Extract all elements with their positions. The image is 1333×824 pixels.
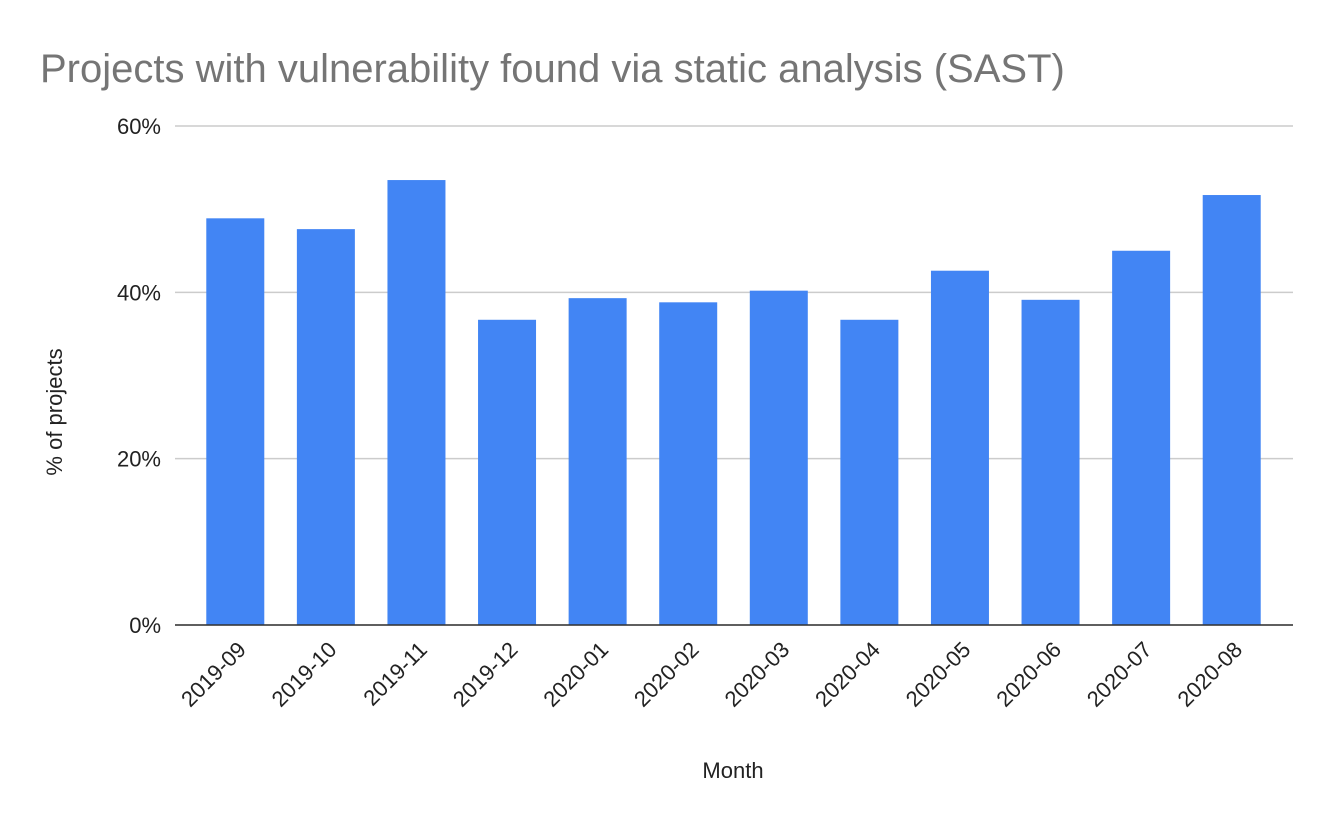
bar [659, 302, 718, 625]
bar [478, 319, 537, 625]
y-tick-label: 40% [117, 280, 161, 305]
x-tick-label: 2019-12 [448, 637, 523, 712]
bar [387, 180, 446, 625]
bar [568, 298, 627, 625]
y-tick-label: 0% [129, 613, 161, 638]
bar [1021, 299, 1080, 625]
x-tick-label: 2020-04 [810, 637, 885, 712]
x-tick-label: 2020-06 [991, 637, 1066, 712]
bar [749, 290, 808, 625]
bar [840, 319, 899, 625]
x-tick-label: 2019-09 [176, 637, 251, 712]
x-tick-label: 2020-03 [720, 637, 795, 712]
chart-title: Projects with vulnerability found via st… [40, 47, 1065, 91]
bar [1202, 195, 1261, 626]
x-tick-label: 2019-10 [267, 637, 342, 712]
x-tick-label: 2020-05 [901, 637, 976, 712]
x-tick-label: 2020-08 [1172, 637, 1247, 712]
x-tick-label: 2020-07 [1082, 637, 1157, 712]
y-axis-title: % of projects [42, 348, 67, 475]
y-tick-label: 20% [117, 447, 161, 472]
bar [206, 218, 265, 625]
x-tick-label: 2020-01 [538, 637, 613, 712]
bar [296, 229, 355, 626]
x-axis-title: Month [702, 758, 763, 783]
x-tick-label: 2020-02 [629, 637, 704, 712]
bar [1112, 250, 1171, 625]
bar [930, 270, 989, 625]
y-tick-label: 60% [117, 114, 161, 139]
x-tick-label: 2019-11 [358, 637, 432, 711]
